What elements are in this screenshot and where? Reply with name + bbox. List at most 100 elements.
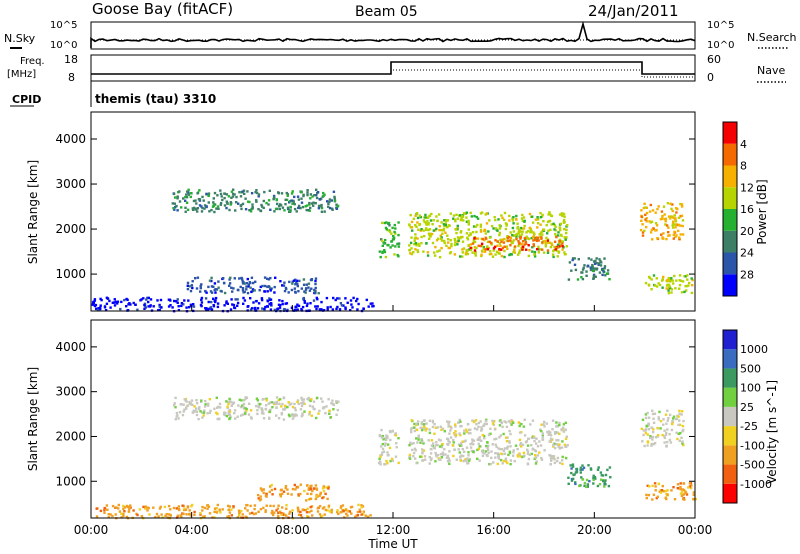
echo-cell (241, 289, 245, 292)
echo-cell (536, 216, 539, 219)
echo-cell (260, 407, 264, 410)
echo-cell (215, 507, 218, 510)
echo-cell (216, 302, 220, 305)
echo-cell (457, 448, 460, 451)
echo-cell (528, 226, 531, 230)
echo-cell (654, 489, 657, 492)
echo-cell (647, 283, 651, 286)
echo-cell (423, 455, 427, 458)
echo-cell (283, 209, 286, 212)
echo-cell (410, 442, 413, 446)
echo-cell (434, 426, 438, 429)
echo-cell (262, 206, 265, 210)
echo-cell (177, 305, 180, 308)
echo-cell (663, 441, 666, 444)
echo-cell (296, 485, 300, 489)
echo-cell (665, 431, 668, 435)
echo-cell (327, 506, 330, 509)
echo-cell (662, 423, 665, 426)
echo-cell (251, 207, 254, 210)
echo-cell (175, 411, 179, 415)
echo-cell (290, 199, 293, 202)
echo-cell (246, 503, 249, 507)
echo-cell (664, 223, 667, 226)
echo-cell (434, 460, 437, 463)
echo-cell (293, 203, 296, 206)
echo-cell (417, 242, 420, 246)
echo-cell (249, 416, 253, 419)
echo-cell (199, 512, 202, 515)
echo-cell (664, 413, 668, 416)
echo-cell (394, 232, 397, 235)
echo-cell (99, 304, 102, 307)
echo-cell (286, 488, 289, 491)
echo-cell (491, 443, 494, 446)
echo-cell (229, 276, 232, 279)
echo-cell (644, 281, 648, 285)
echo-cell (541, 435, 544, 439)
echo-cell (186, 190, 189, 193)
echo-cell (692, 493, 695, 496)
echo-cell (215, 396, 218, 399)
echo-cell (465, 446, 469, 449)
echo-cell (412, 426, 415, 429)
echo-cell (541, 213, 544, 217)
echo-cell (516, 455, 520, 458)
echo-cell (417, 434, 420, 437)
echo-cell (666, 440, 669, 444)
echo-cell (434, 229, 437, 232)
echo-cell (644, 218, 647, 221)
echo-cell (242, 402, 246, 406)
echo-cell (559, 239, 563, 243)
echo-cell (299, 514, 303, 517)
echo-cell (521, 245, 525, 248)
echo-cell (533, 436, 536, 439)
echo-cell (541, 233, 544, 236)
echo-cell (477, 442, 480, 446)
echo-cell (452, 432, 456, 435)
echo-cell (541, 248, 544, 251)
echo-cell (246, 291, 250, 295)
echo-cell (413, 239, 416, 243)
echo-cell (228, 400, 232, 404)
echo-cell (380, 453, 384, 456)
echo-cell (212, 285, 215, 288)
echo-cell (427, 232, 431, 235)
echo-cell (268, 410, 272, 413)
echo-cell (486, 240, 490, 243)
echo-cell (508, 253, 511, 257)
echo-cell (202, 414, 205, 417)
echo-cell (115, 506, 118, 509)
echo-cell (273, 291, 276, 294)
echo-cell (460, 442, 463, 445)
echo-cell (466, 249, 469, 252)
echo-cell (550, 223, 553, 226)
echo-cell (313, 194, 316, 197)
y-tick-label: 1000 (55, 267, 86, 281)
echo-cell (206, 308, 210, 311)
echo-cell (488, 463, 491, 466)
echo-cell (443, 430, 446, 433)
echo-cell (310, 509, 313, 513)
echo-cell (487, 433, 491, 437)
echo-cell (225, 193, 229, 196)
echo-cell (174, 418, 177, 421)
echo-cell (511, 217, 514, 220)
echo-cell (389, 438, 392, 442)
echo-cell (200, 283, 203, 286)
echo-cell (426, 219, 429, 223)
echo-cell (254, 280, 257, 283)
echo-cell (226, 201, 229, 205)
echo-cell (530, 236, 533, 240)
echo-cell (266, 285, 269, 289)
echo-cell (142, 505, 145, 509)
echo-cell (434, 451, 437, 455)
echo-cell (254, 191, 257, 194)
echo-cell (396, 242, 400, 246)
echo-cell (480, 429, 483, 432)
echo-cell (553, 240, 557, 243)
echo-cell (210, 291, 214, 294)
echo-cell (158, 303, 161, 307)
echo-cell (277, 398, 280, 402)
echo-cell (670, 215, 673, 218)
